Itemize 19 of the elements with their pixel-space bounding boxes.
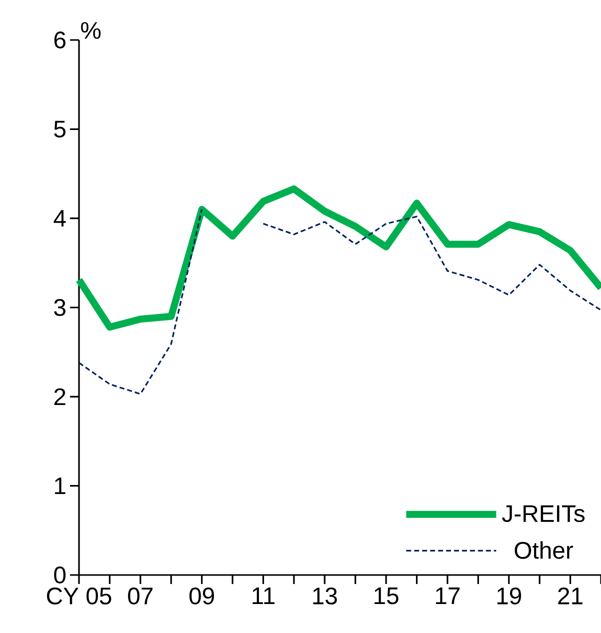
y-tick-label: 1: [55, 478, 66, 494]
x-tick-label: CY 05: [46, 588, 112, 604]
y-tick-label: 5: [54, 120, 66, 138]
y-tick-label: 2: [54, 388, 66, 406]
x-tick-label: 21: [558, 588, 582, 604]
y-tick-label: 6: [54, 32, 66, 48]
y-tick-label: 0: [54, 566, 66, 584]
x-tick-label: 07: [128, 588, 152, 604]
y-tick-label: 3: [54, 299, 66, 316]
y-tick-label: 4: [54, 210, 66, 227]
legend-label: Other: [514, 541, 574, 559]
x-tick-label: 09: [189, 588, 214, 604]
x-tick-label: 17: [436, 588, 460, 604]
x-tick-label: 19: [497, 588, 522, 604]
x-tick-label: 11: [252, 588, 274, 604]
legend-label: J-REITs: [502, 505, 585, 522]
y-axis-title: %: [81, 22, 101, 39]
x-tick-label: 15: [374, 588, 398, 604]
x-tick-label: 13: [313, 588, 337, 604]
